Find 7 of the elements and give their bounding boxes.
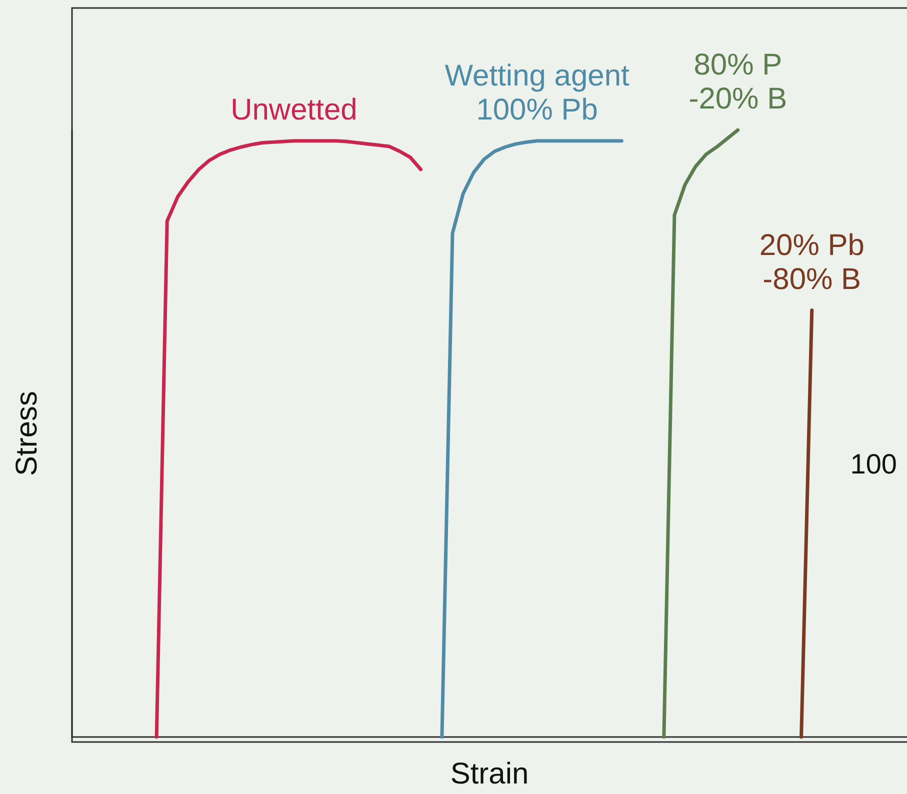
annotation: 100 (850, 448, 897, 480)
series-label: 80% P -20% B (688, 48, 788, 116)
x-axis-title: Strain (450, 758, 529, 790)
series-label: Wetting agent 100% Pb (444, 59, 630, 126)
series-label: Unwetted (230, 93, 358, 126)
series-label: 20% Pb -80% B (759, 228, 864, 296)
y-axis-title: Stress (10, 390, 44, 476)
